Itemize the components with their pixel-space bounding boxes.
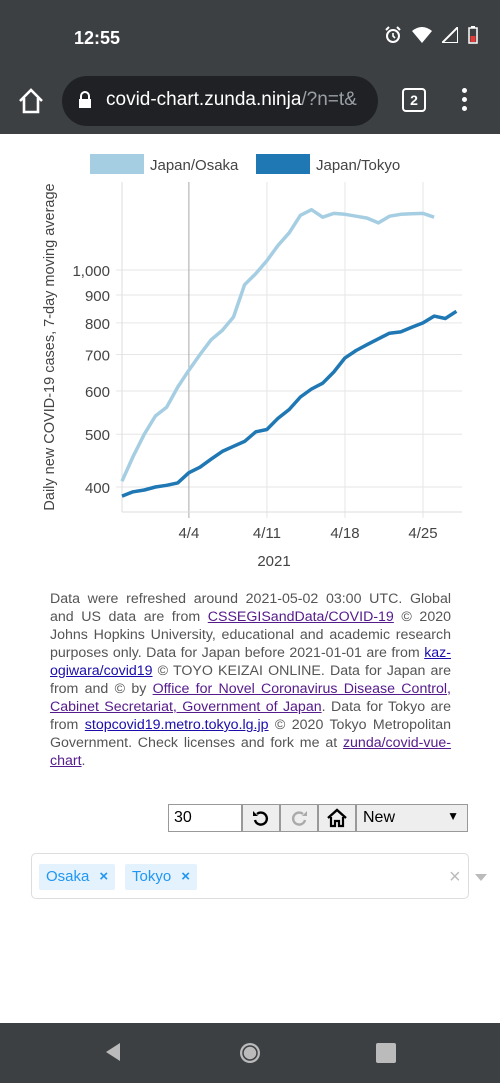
covid-line-chart: 400 500 600 700 800 900 1,000 4/4 4/11 4/18 4/25 20…	[42, 154, 462, 570]
reset-home-button[interactable]	[318, 804, 356, 832]
info-text-5: © 2020 Tokyo Metropolitan Government. Ch…	[50, 717, 451, 751]
overflow-menu-icon[interactable]	[458, 86, 470, 116]
status-bar: 12:55	[0, 0, 500, 72]
battery-low-icon	[468, 26, 478, 44]
tab-switcher-button[interactable]: 2	[402, 88, 426, 112]
back-icon[interactable]	[104, 1042, 122, 1062]
remove-tag-icon[interactable]: ×	[181, 868, 190, 885]
home-icon[interactable]	[16, 86, 46, 116]
y-tick-label: 900	[85, 288, 110, 305]
dropdown-caret-icon[interactable]	[475, 874, 487, 881]
address-bar[interactable]: covid-chart.zunda.ninja/?n=t&	[62, 76, 378, 126]
y-tick-label: 1,000	[72, 263, 110, 280]
browser-toolbar: covid-chart.zunda.ninja/?n=t& 2	[0, 72, 500, 134]
legend-swatch	[90, 154, 144, 174]
region-multiselect[interactable]: Osaka × Tokyo × ×	[31, 853, 487, 899]
url-domain: covid-chart.zunda.ninja	[106, 89, 302, 110]
link-jhu-data[interactable]: CSSEGISandData/COVID-19	[207, 609, 394, 625]
wifi-icon	[412, 27, 432, 43]
legend-label: Japan/Osaka	[150, 157, 239, 174]
clear-all-icon[interactable]: ×	[449, 866, 461, 888]
chart-controls: 30 New ▼	[168, 804, 468, 832]
info-text-1: Data were refreshed around 2021-05-02 03…	[50, 591, 451, 625]
x-axis-label: 2021	[257, 553, 290, 570]
days-input[interactable]: 30	[168, 804, 242, 832]
house-icon	[327, 808, 347, 828]
link-toyo-keizai[interactable]: kaz-ogiwara/covid19	[50, 645, 451, 679]
url-text: covid-chart.zunda.ninja/?n=t&	[106, 89, 357, 111]
status-icons	[384, 26, 478, 44]
legend-label: Japan/Tokyo	[316, 157, 400, 174]
lock-icon	[79, 91, 91, 108]
tag-label: Tokyo	[132, 868, 172, 885]
link-github-repo[interactable]: zunda/covid-vue-chart	[50, 735, 451, 769]
info-text-6: .	[81, 753, 86, 769]
metric-select-value: New	[363, 809, 396, 826]
url-path: /?n=t&	[301, 89, 357, 110]
recents-icon[interactable]	[376, 1043, 396, 1063]
remove-tag-icon[interactable]: ×	[99, 868, 109, 885]
metric-select[interactable]: New ▼	[356, 804, 468, 832]
system-nav-bar	[0, 1023, 500, 1083]
series-line-japan-tokyo	[121, 309, 458, 498]
redo-button[interactable]	[280, 804, 318, 832]
y-tick-label: 400	[85, 480, 110, 497]
alarm-icon	[385, 26, 401, 43]
tag-label: Osaka	[46, 868, 90, 885]
x-tick-label: 4/11	[253, 525, 281, 542]
legend-swatch	[256, 154, 310, 174]
info-text-3: © TOYO KEIZAI ONLINE. Data for Japan are…	[50, 663, 451, 697]
signal-icon	[442, 27, 458, 43]
series-line-japan-osaka	[120, 207, 435, 482]
info-text-2: © 2020 Johns Hopkins University, educati…	[50, 609, 451, 661]
y-tick-label: 500	[85, 427, 110, 444]
y-tick-label: 800	[85, 316, 110, 333]
x-tick-label: 4/18	[330, 525, 359, 542]
y-tick-label: 600	[85, 384, 110, 401]
home-circle-icon[interactable]	[238, 1041, 262, 1065]
tag-tokyo: Tokyo ×	[125, 864, 197, 890]
redo-icon	[291, 811, 307, 826]
y-axis-label: Daily new COVID-19 cases, 7-day moving a…	[42, 183, 58, 510]
tag-osaka: Osaka ×	[39, 864, 116, 890]
undo-icon	[253, 811, 269, 826]
select-arrow-icon: ▼	[447, 809, 459, 823]
info-text-4: . Data for Tokyo are from	[50, 699, 451, 733]
y-tick-label: 700	[85, 347, 110, 364]
x-tick-label: 4/25	[408, 525, 437, 542]
data-source-notice: Data were refreshed around 2021-05-02 03…	[50, 590, 451, 770]
x-tick-label: 4/4	[178, 525, 199, 542]
link-cabinet-secretariat[interactable]: Office for Novel Coronavirus Disease Con…	[50, 681, 451, 715]
undo-button[interactable]	[242, 804, 280, 832]
status-time: 12:55	[74, 28, 121, 48]
link-stopcovid19[interactable]: stopcovid19.metro.tokyo.lg.jp	[84, 717, 269, 733]
